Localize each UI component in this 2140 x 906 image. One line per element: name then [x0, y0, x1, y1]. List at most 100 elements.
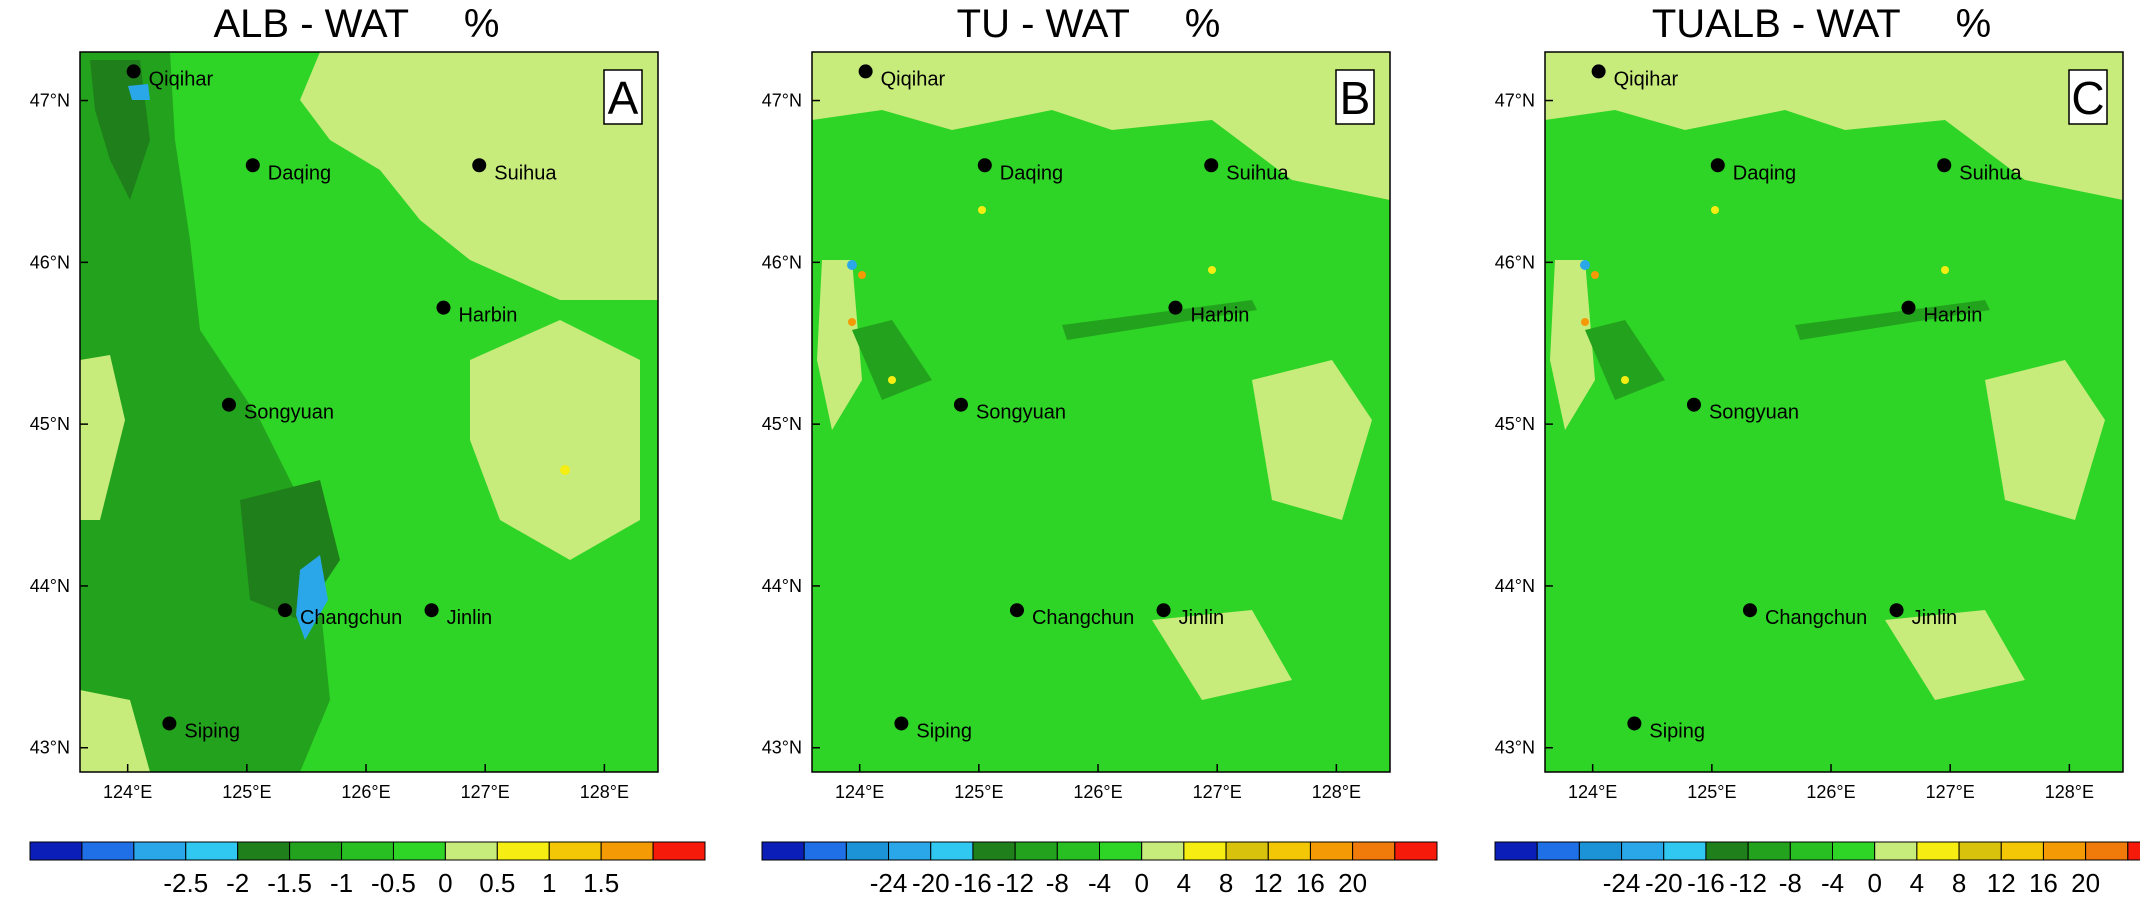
city-marker	[1710, 158, 1725, 173]
lon-tick-label: 126°E	[341, 782, 390, 802]
panel-title: TUALB - WAT %	[1651, 2, 1992, 46]
colorbar-segment	[1014, 841, 1058, 861]
city-label: Harbin	[458, 305, 517, 327]
colorbar-label: 20	[1338, 868, 1367, 898]
colorbar-segment	[1832, 841, 1876, 861]
lon-tick-label: 128°E	[580, 782, 629, 802]
region-yellow	[1621, 376, 1629, 384]
colorbar: -24 -20 -16 -12 -8 -4 0 4 8 12 16 20	[1494, 841, 2140, 898]
colorbar-segment	[845, 841, 890, 861]
colorbar-label: 12	[1254, 868, 1283, 898]
city-label: Songyuan	[244, 402, 334, 424]
colorbar-segment	[888, 841, 932, 861]
colorbar-segment	[1663, 841, 1707, 861]
colorbar-segment	[1789, 841, 1833, 861]
lon-tick-label: 124°E	[1568, 782, 1617, 802]
lat-tick-label: 47°N	[1495, 91, 1535, 111]
region-light	[1252, 360, 1372, 520]
colorbar-segment	[1309, 841, 1354, 861]
region-light	[1550, 260, 1595, 430]
city-label: Changchun	[1765, 607, 1867, 629]
colorbar-segment	[652, 841, 706, 861]
city-label: Qiqihar	[881, 68, 946, 90]
axis-ticks: 47°N 46°N 45°N 44°N 43°N 124°E 125°E 126°E 127°E…	[1495, 91, 2094, 802]
city-label: Daqing	[1000, 162, 1063, 184]
region-blue	[128, 84, 150, 100]
map-area: B	[811, 51, 1391, 773]
region-darker	[852, 320, 932, 400]
city-label: Daqing	[268, 162, 331, 184]
city-label: Siping	[916, 720, 972, 742]
panel-letter: A	[608, 72, 639, 124]
city-marker	[245, 158, 260, 173]
lat-tick-label: 44°N	[30, 576, 70, 596]
city-marker	[1168, 300, 1183, 315]
map-figure-b: B 47°N 46°N 45°N 44°N 43°N 124°E 125°E 126°E 127…	[761, 51, 1438, 898]
city-marker	[436, 300, 451, 315]
colorbar-label: -0.5	[371, 868, 416, 898]
colorbar-label: -4	[1088, 868, 1111, 898]
colorbar-label: 12	[1987, 868, 2016, 898]
colorbar-segment	[1394, 841, 1438, 861]
colorbar-label: -16	[954, 868, 992, 898]
city-label: Suihua	[1226, 162, 1289, 184]
colorbar-segment	[1141, 841, 1185, 861]
colorbar-segment	[341, 841, 394, 861]
city-marker	[1937, 158, 1952, 173]
city-label: Changchun	[300, 607, 402, 629]
city-label: Harbin	[1923, 305, 1982, 327]
map-frame	[811, 51, 1391, 773]
colorbar-label: -2.5	[163, 868, 208, 898]
region-yellow	[1208, 266, 1216, 274]
city-marker	[894, 716, 909, 731]
colorbar-label: 4	[1910, 868, 1924, 898]
colorbar-segment	[444, 841, 498, 861]
colorbar-segment	[600, 841, 654, 861]
lon-tick-label: 128°E	[2045, 782, 2094, 802]
city-marker	[1009, 603, 1024, 618]
colorbar-label: -20	[912, 868, 950, 898]
city-marker	[424, 603, 439, 618]
city-label: Siping	[1649, 720, 1705, 742]
region-light	[80, 355, 125, 520]
region-yellow	[560, 465, 570, 475]
lon-tick-label: 126°E	[1806, 782, 1855, 802]
city-label: Jinlin	[1912, 607, 1958, 629]
colorbar-segment	[972, 841, 1016, 861]
region-orange	[848, 318, 856, 326]
lat-tick-label: 44°N	[1495, 576, 1535, 596]
colorbar-label: -8	[1779, 868, 1802, 898]
lon-tick-label: 127°E	[461, 782, 510, 802]
region-light	[1885, 610, 2025, 700]
city-marker	[1742, 603, 1757, 618]
colorbar-label: -20	[1645, 868, 1683, 898]
colorbar-label: 8	[1219, 868, 1233, 898]
colorbar-segment	[1099, 841, 1143, 861]
lon-tick-label: 127°E	[1193, 782, 1242, 802]
city-label: Jinlin	[447, 607, 493, 629]
city-marker	[1591, 64, 1606, 79]
region-yellow	[888, 376, 896, 384]
colorbar-segment	[1874, 841, 1918, 861]
region-light	[817, 260, 862, 430]
colorbar: -2.5 -2 -1.5 -1 -0.5 0 0.5 1 1.5	[29, 841, 706, 898]
colorbar-segment	[133, 841, 187, 861]
colorbar-segment	[1958, 841, 2002, 861]
colorbar-segment	[392, 841, 446, 861]
colorbar-segment	[1621, 841, 1665, 861]
colorbar-label: -16	[1687, 868, 1725, 898]
city-label: Suihua	[494, 162, 557, 184]
colorbar: -24 -20 -16 -12 -8 -4 0 4 8 12 16 20	[761, 841, 1438, 898]
panel-title: ALB - WAT %	[213, 2, 500, 46]
colorbar-segment	[29, 841, 83, 861]
lat-tick-label: 46°N	[1495, 252, 1535, 272]
city-marker	[221, 397, 236, 412]
colorbar-label: 8	[1952, 868, 1966, 898]
colorbar-segment	[185, 841, 239, 861]
city-label: Songyuan	[976, 402, 1066, 424]
colorbar-label: -1	[330, 868, 353, 898]
lat-tick-label: 43°N	[1495, 738, 1535, 758]
colorbar-label: -12	[1729, 868, 1767, 898]
colorbar-label: -4	[1821, 868, 1844, 898]
colorbar-segment	[2085, 841, 2129, 861]
